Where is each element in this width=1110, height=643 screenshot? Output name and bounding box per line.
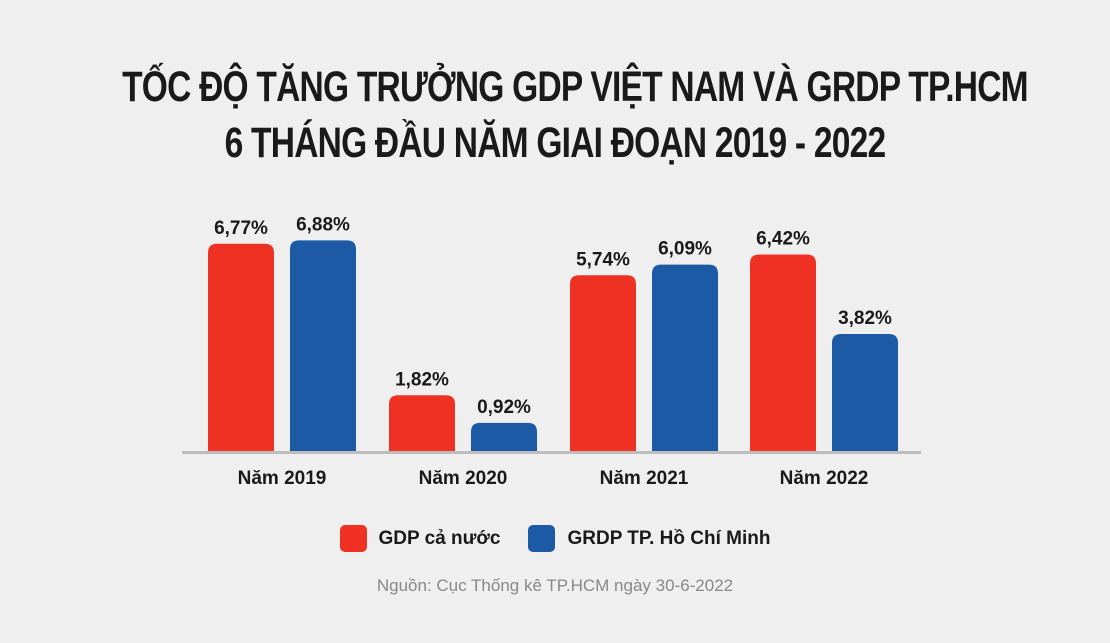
legend-item-grdp: GRDP TP. Hồ Chí Minh	[528, 525, 771, 552]
x-tick-label-nam-2019: Năm 2019	[238, 468, 327, 489]
x-tick-label-nam-2021: Năm 2021	[600, 468, 689, 489]
chart-title-line-1: TỐC ĐỘ TĂNG TRƯỞNG GDP VIỆT NAM VÀ GRDP …	[122, 63, 1028, 111]
bar-gdp-nam-2022	[750, 254, 816, 451]
data-label-gdp-nam-2021: 5,74%	[576, 249, 630, 270]
bar-gdp-nam-2021	[570, 275, 636, 451]
bar-gdp-nam-2020	[389, 395, 455, 451]
bar-grdp-nam-2020	[471, 422, 537, 451]
legend-label-gdp: GDP cả nước	[378, 527, 501, 549]
data-label-gdp-nam-2022: 6,42%	[756, 228, 810, 249]
legend-swatch-gdp	[339, 525, 367, 552]
data-label-gdp-nam-2019: 6,77%	[214, 218, 268, 239]
data-label-gdp-nam-2020: 1,82%	[395, 369, 449, 390]
legend-item-gdp: GDP cả nước	[339, 525, 501, 552]
x-tick-label-nam-2020: Năm 2020	[419, 468, 508, 489]
legend-swatch-grdp	[528, 525, 556, 552]
x-tick-label-nam-2022: Năm 2022	[780, 468, 869, 489]
data-label-grdp-nam-2019: 6,88%	[296, 214, 350, 235]
bar-grdp-nam-2021	[652, 264, 718, 451]
data-label-grdp-nam-2022: 3,82%	[838, 308, 892, 329]
chart-legend: GDP cả nước GRDP TP. Hồ Chí Minh	[0, 525, 1110, 552]
bar-gdp-nam-2019	[208, 243, 274, 451]
source-note: Nguồn: Cục Thống kê TP.HCM ngày 30-6-202…	[376, 576, 734, 595]
legend-label-grdp: GRDP TP. Hồ Chí Minh	[567, 527, 771, 549]
bar-grdp-nam-2022	[832, 334, 898, 451]
data-label-grdp-nam-2020: 0,92%	[477, 397, 531, 418]
chart-title-line-2: 6 THÁNG ĐẦU NĂM GIAI ĐOẠN 2019 - 2022	[224, 119, 887, 167]
bar-grdp-nam-2019	[290, 240, 356, 451]
data-label-grdp-nam-2021: 6,09%	[658, 239, 712, 260]
